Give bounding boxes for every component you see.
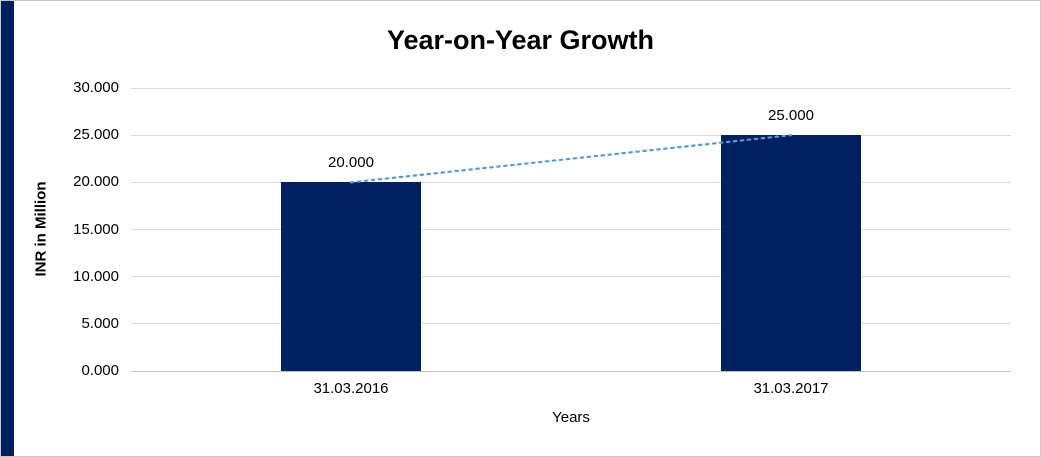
bar[interactable]	[721, 135, 861, 371]
gridline	[131, 134, 1011, 136]
x-category-label: 31.03.2016	[313, 380, 389, 397]
gridline	[131, 276, 1011, 278]
bar[interactable]	[281, 182, 421, 371]
gridline	[131, 323, 1011, 325]
gridline	[131, 181, 1011, 183]
chart-title: Year-on-Year Growth	[386, 25, 655, 55]
y-tick-label: 10.000	[73, 267, 119, 285]
gridline	[131, 87, 1011, 89]
left-accent-stripe	[1, 1, 14, 456]
y-tick-label: 15.000	[73, 220, 119, 238]
x-axis-title: Years	[552, 409, 590, 426]
bar-data-label: 25.000	[768, 107, 814, 125]
y-tick-label: 25.000	[73, 126, 119, 144]
x-axis-line	[131, 370, 1011, 372]
y-tick-label: 30.000	[73, 79, 119, 96]
x-category-label: 31.03.2017	[753, 380, 829, 397]
bar-data-label: 20.000	[328, 154, 374, 172]
y-tick-label: 20.000	[73, 173, 119, 191]
y-tick-label: 5.000	[81, 314, 119, 332]
y-tick-label: 0.000	[81, 362, 119, 379]
gridline	[131, 229, 1011, 230]
